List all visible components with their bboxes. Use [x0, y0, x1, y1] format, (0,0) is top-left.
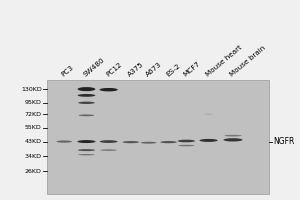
Ellipse shape	[141, 142, 157, 144]
Ellipse shape	[77, 140, 96, 143]
Ellipse shape	[78, 102, 95, 104]
Bar	[46, 80, 268, 194]
Text: 43KD: 43KD	[25, 139, 42, 144]
Ellipse shape	[100, 140, 118, 143]
Text: Mouse brain: Mouse brain	[229, 45, 267, 78]
Text: PC3: PC3	[60, 64, 75, 78]
Text: 26KD: 26KD	[25, 169, 42, 174]
Ellipse shape	[122, 141, 139, 143]
Text: SW480: SW480	[82, 57, 106, 78]
Ellipse shape	[79, 114, 94, 116]
Text: MCF7: MCF7	[182, 61, 202, 78]
Ellipse shape	[178, 140, 195, 142]
Ellipse shape	[224, 135, 242, 136]
Text: 55KD: 55KD	[25, 125, 42, 130]
Ellipse shape	[204, 114, 213, 115]
Text: NGFR: NGFR	[273, 137, 295, 146]
Text: 95KD: 95KD	[25, 100, 42, 105]
Ellipse shape	[224, 138, 242, 141]
Text: 72KD: 72KD	[25, 112, 42, 117]
Ellipse shape	[78, 94, 95, 97]
Ellipse shape	[78, 87, 95, 91]
Ellipse shape	[78, 149, 95, 151]
Ellipse shape	[78, 154, 95, 155]
Text: Mouse heart: Mouse heart	[205, 44, 243, 78]
Text: A375: A375	[127, 61, 145, 78]
Text: PC12: PC12	[105, 61, 123, 78]
Ellipse shape	[100, 88, 118, 91]
Ellipse shape	[160, 141, 177, 143]
Text: ES-2: ES-2	[165, 63, 181, 78]
Ellipse shape	[100, 149, 117, 151]
Text: A673: A673	[145, 61, 163, 78]
Ellipse shape	[200, 139, 218, 142]
Ellipse shape	[56, 140, 72, 143]
Text: 34KD: 34KD	[25, 154, 42, 159]
Text: 130KD: 130KD	[21, 87, 42, 92]
Ellipse shape	[178, 145, 195, 146]
